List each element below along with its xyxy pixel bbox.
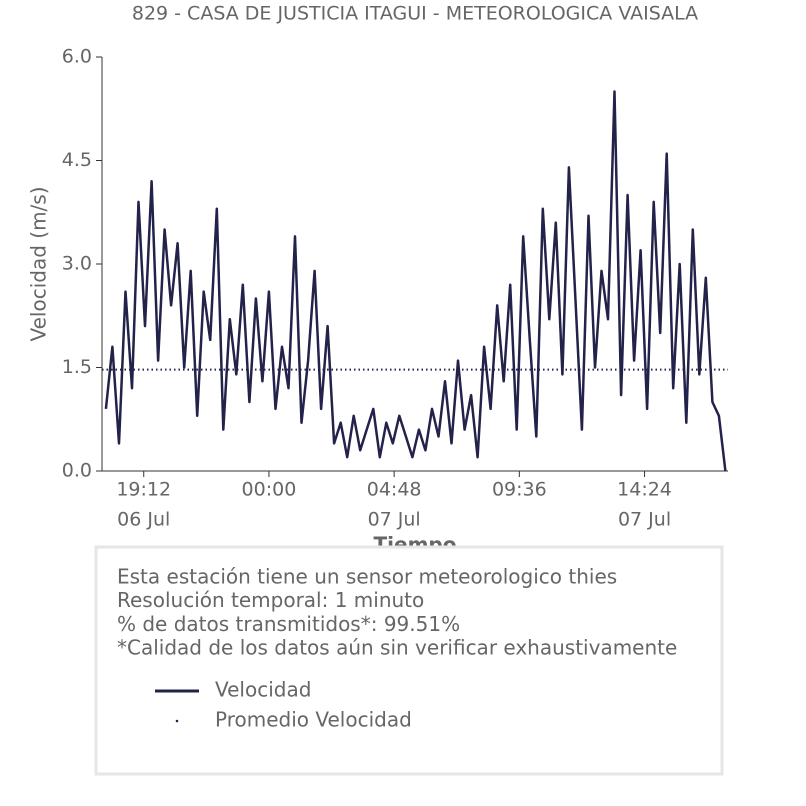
legend-label: Velocidad <box>215 678 311 702</box>
info-text: *Calidad de los datos aún sin verificar … <box>117 636 677 660</box>
info-box <box>94 545 724 776</box>
y-tick-label: 6.0 <box>62 46 92 68</box>
info-text: % de datos transmitidos*: 99.51% <box>117 612 460 636</box>
series-line <box>104 90 727 472</box>
info-text: Esta estación tiene un sensor meteorolog… <box>117 565 617 589</box>
y-tick-label: 4.5 <box>62 149 92 171</box>
x-tick-label: 00:00 <box>242 479 297 501</box>
x-tick-label: 07 Jul <box>368 509 421 531</box>
x-tick-label: 04:48 <box>367 479 422 501</box>
y-tick-label: 3.0 <box>62 253 92 275</box>
y-axis-label: Velocidad (m/s) <box>27 186 51 341</box>
legend-label: Promedio Velocidad <box>215 708 412 732</box>
x-tick-label: 14:24 <box>617 479 672 501</box>
x-tick-label: 07 Jul <box>618 509 671 531</box>
x-tick-label: 09:36 <box>492 479 547 501</box>
chart-title: 829 - CASA DE JUSTICIA ITAGUI - METEOROL… <box>132 3 698 25</box>
y-tick-label: 1.5 <box>62 356 92 378</box>
x-tick-label: 06 Jul <box>117 509 170 531</box>
x-tick-label: 19:12 <box>116 479 171 501</box>
info-text: Resolución temporal: 1 minuto <box>117 588 424 612</box>
legend-swatch <box>175 719 179 723</box>
y-tick-label: 0.0 <box>62 460 92 482</box>
